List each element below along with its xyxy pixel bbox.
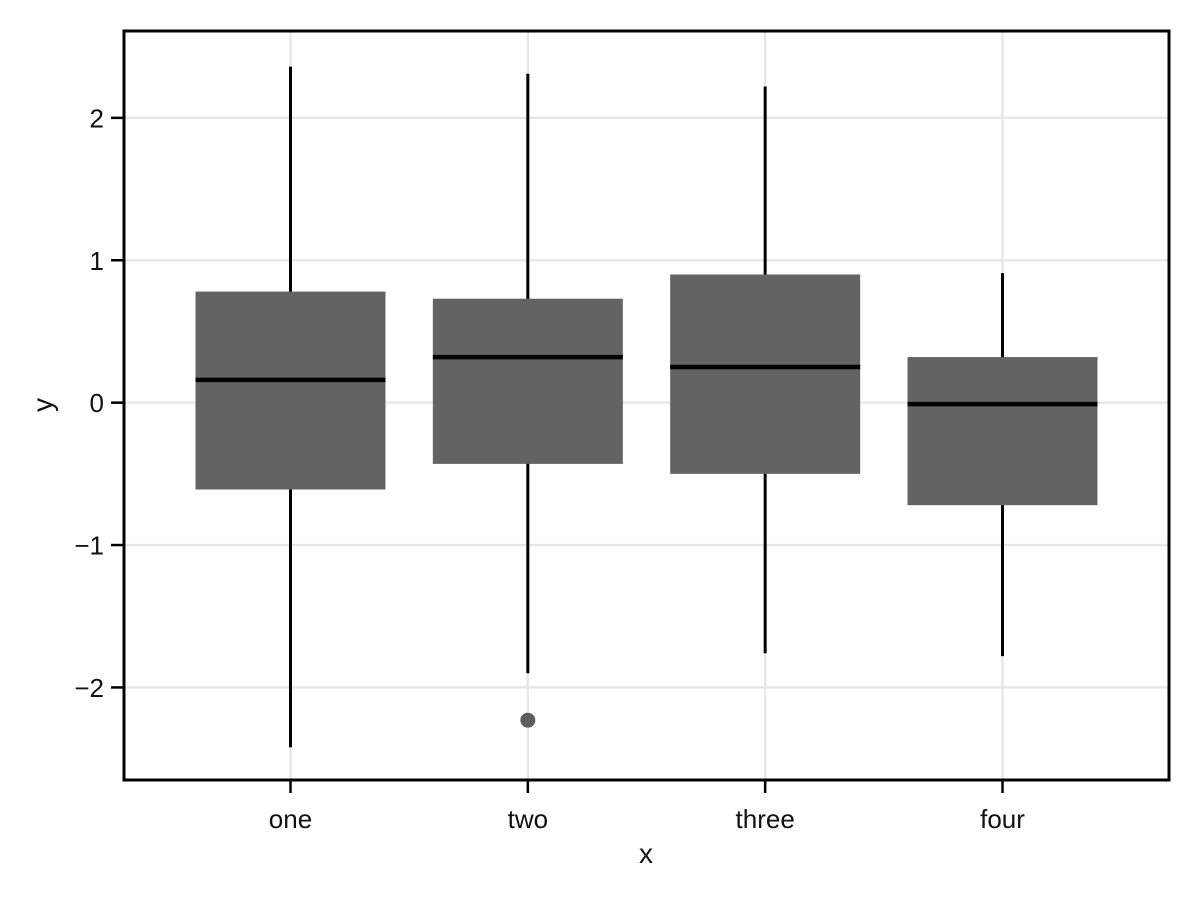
x-tick-label: one [269,804,312,834]
y-tick-label: −2 [74,673,104,703]
outlier-point [520,712,536,728]
box [195,291,386,490]
y-tick-label: 1 [90,246,104,276]
y-tick-label: −1 [74,531,104,561]
plot-area: 2 1 0 −1 −2 one two three four [74,29,1171,834]
x-tick-label: two [508,804,548,834]
y-tick-label: 2 [90,103,104,133]
y-tick-label: 0 [90,388,104,418]
x-axis-title: x [639,838,653,869]
box [670,274,861,474]
x-tick-label: three [736,804,795,834]
y-axis-title: y [27,398,58,412]
box [907,357,1098,506]
x-tick-label: four [980,804,1025,834]
panel-border [122,29,1171,782]
box [432,298,623,464]
